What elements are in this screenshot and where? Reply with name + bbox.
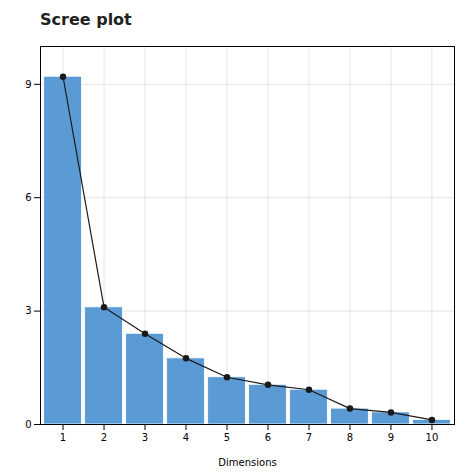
svg-text:3: 3	[142, 432, 148, 443]
svg-text:5: 5	[224, 432, 230, 443]
svg-text:4: 4	[183, 432, 189, 443]
html-text:Scree plot: Scree plot	[40, 10, 132, 29]
svg-text:6: 6	[265, 432, 271, 443]
svg-text:9: 9	[388, 432, 394, 443]
svg-text:6: 6	[25, 192, 31, 203]
svg-text:7: 7	[306, 432, 312, 443]
svg-text:8: 8	[347, 432, 353, 443]
svg-text:10: 10	[426, 432, 439, 443]
svg-text:1: 1	[60, 432, 66, 443]
svg-text:9: 9	[25, 79, 31, 90]
svg-text:0: 0	[25, 419, 31, 430]
svg-text:Dimensions: Dimensions	[218, 457, 276, 468]
svg-text:3: 3	[25, 305, 31, 316]
svg-text:2: 2	[101, 432, 107, 443]
